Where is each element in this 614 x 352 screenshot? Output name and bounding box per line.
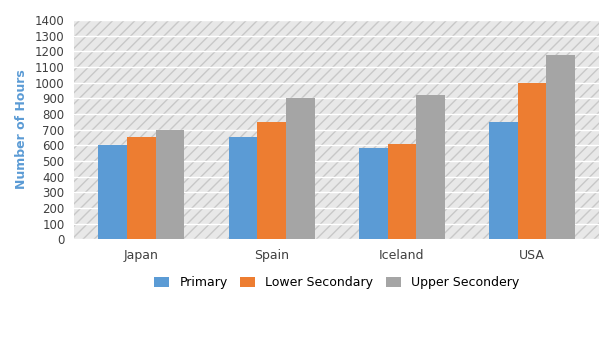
Bar [518, 83, 546, 239]
Legend: Primary, Lower Secondary, Upper Secondery: Primary, Lower Secondary, Upper Seconder… [149, 271, 524, 294]
Bar [359, 149, 387, 239]
Y-axis label: Number of Hours: Number of Hours [15, 70, 28, 189]
Bar [286, 98, 314, 239]
Bar [546, 55, 575, 239]
Bar [489, 122, 518, 239]
Bar [127, 137, 155, 239]
Bar [416, 95, 445, 239]
Bar [98, 145, 127, 239]
FancyBboxPatch shape [0, 0, 614, 305]
Bar [257, 122, 286, 239]
Bar [228, 137, 257, 239]
Bar [155, 130, 184, 239]
Bar [387, 144, 416, 239]
